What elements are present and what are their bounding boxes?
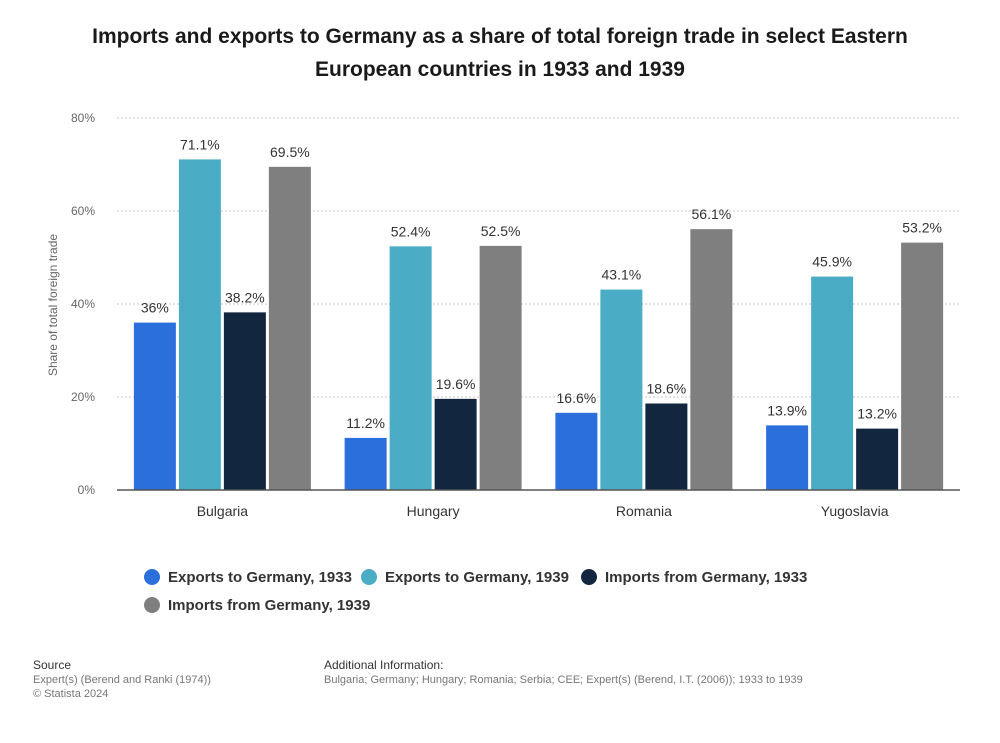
bar[interactable] — [901, 242, 944, 490]
bar[interactable] — [434, 398, 477, 490]
y-tick-label: 80% — [71, 111, 95, 125]
legend-item-imports-1933[interactable]: Imports from Germany, 1933 — [581, 566, 841, 588]
data-label: 52.4% — [391, 223, 431, 239]
legend-swatch-icon — [144, 569, 160, 585]
additional-info-block: Additional Information: Bulgaria; German… — [324, 658, 964, 687]
y-tick-label: 0% — [78, 483, 96, 497]
data-label: 16.6% — [557, 390, 597, 406]
additional-info-heading[interactable]: Additional Information: — [324, 658, 444, 672]
source-block: Source Expert(s) (Berend and Ranki (1974… — [33, 658, 293, 701]
legend: Exports to Germany, 1933 Exports to Germ… — [130, 566, 890, 622]
y-axis-label: Share of total foreign trade — [46, 234, 60, 376]
axes: 0% 20% 40% 60% 80% Share of total foreign tra… — [46, 111, 960, 519]
data-label: 13.9% — [767, 402, 807, 418]
bar[interactable] — [223, 312, 266, 490]
source-link[interactable]: Expert(s) (Berend and Ranki (1974)) — [33, 674, 211, 686]
legend-label: Exports to Germany, 1933 — [168, 568, 352, 586]
bar[interactable] — [268, 166, 311, 490]
bar[interactable] — [479, 245, 522, 490]
data-label: 11.2% — [346, 415, 385, 431]
bar[interactable] — [766, 425, 809, 490]
y-tick-label: 20% — [71, 390, 95, 404]
legend-item-exports-1933[interactable]: Exports to Germany, 1933 — [144, 566, 361, 588]
data-label: 56.1% — [692, 206, 732, 222]
bar[interactable] — [389, 246, 432, 490]
data-label: 71.1% — [180, 136, 220, 152]
copyright-text: © Statista 2024 — [33, 688, 109, 700]
legend-item-imports-1939[interactable]: Imports from Germany, 1939 — [144, 594, 444, 616]
data-label: 19.6% — [436, 376, 476, 392]
legend-label: Imports from Germany, 1933 — [605, 568, 808, 586]
data-labels: 36% 71.1% 38.2% 69.5% 11.2% 52.4% 19.6% 52.5% 16… — [141, 136, 942, 431]
bar[interactable] — [600, 289, 643, 490]
y-tick-label: 60% — [71, 204, 95, 218]
legend-swatch-icon — [144, 597, 160, 613]
data-label: 36% — [141, 300, 169, 316]
legend-label: Exports to Germany, 1939 — [385, 568, 569, 586]
legend-swatch-icon — [581, 569, 597, 585]
source-heading: Source — [33, 658, 72, 672]
bar[interactable] — [690, 229, 733, 490]
data-label: 52.5% — [481, 223, 521, 239]
x-category-label: Romania — [616, 503, 672, 519]
bar[interactable] — [133, 322, 176, 490]
bar[interactable] — [645, 403, 688, 490]
data-label: 53.2% — [902, 220, 942, 236]
bar[interactable] — [856, 428, 899, 490]
legend-item-exports-1939[interactable]: Exports to Germany, 1939 — [361, 566, 581, 588]
data-label: 38.2% — [225, 289, 265, 305]
bar[interactable] — [178, 159, 221, 490]
legend-swatch-icon — [361, 569, 377, 585]
bar[interactable] — [811, 276, 854, 490]
data-label: 13.2% — [857, 406, 897, 422]
x-category-label: Yugoslavia — [821, 503, 889, 519]
chart-title: Imports and exports to Germany as a shar… — [92, 25, 908, 81]
bars — [133, 159, 944, 490]
bar[interactable] — [344, 437, 387, 490]
additional-info-text: Bulgaria; Germany; Hungary; Romania; Ser… — [324, 674, 803, 686]
data-label: 69.5% — [270, 144, 310, 160]
x-category-label: Hungary — [407, 503, 460, 519]
bar[interactable] — [555, 412, 598, 490]
bar-chart: 36% 71.1% 38.2% 69.5% 11.2% 52.4% 19.6% 52.5% 16… — [46, 111, 960, 519]
legend-label: Imports from Germany, 1939 — [168, 596, 371, 614]
data-label: 18.6% — [647, 381, 687, 397]
data-label: 43.1% — [602, 267, 642, 283]
y-tick-label: 40% — [71, 297, 95, 311]
x-category-label: Bulgaria — [197, 503, 249, 519]
data-label: 45.9% — [812, 254, 852, 270]
